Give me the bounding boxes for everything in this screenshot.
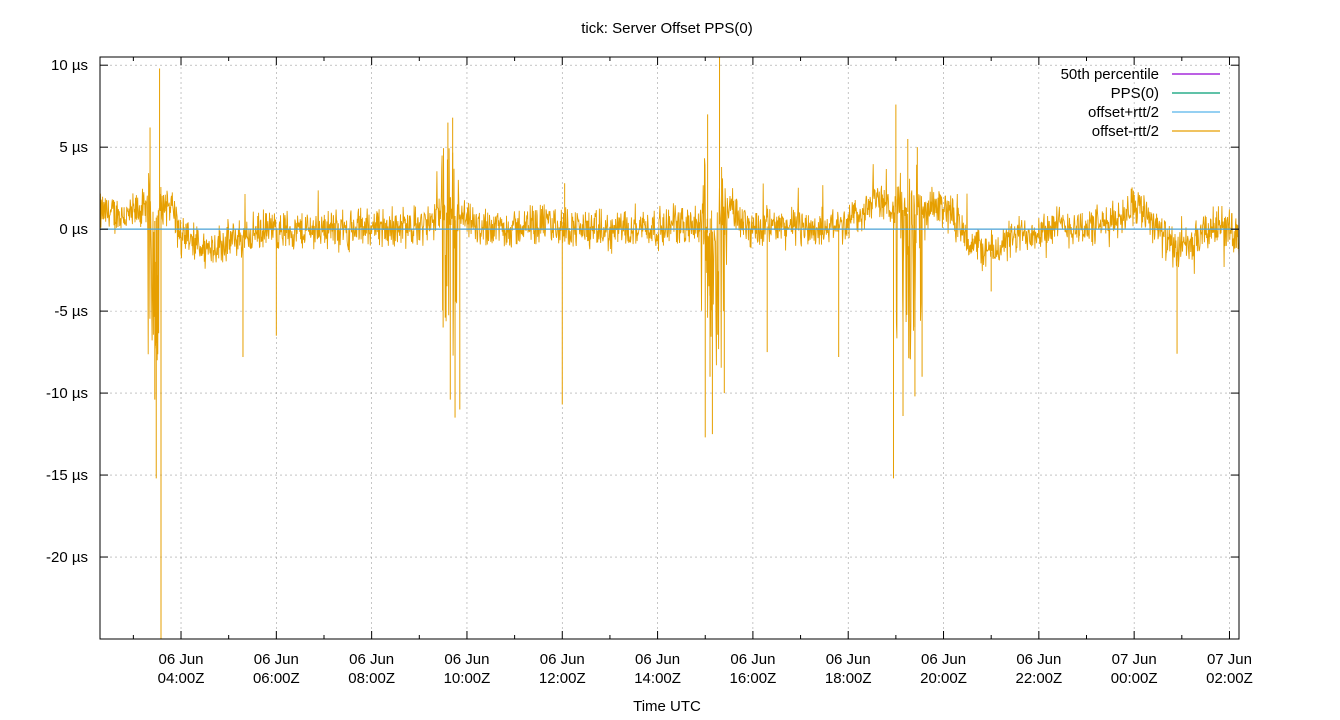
y-tick-label: -20 µs [46,549,88,566]
x-tick-time: 04:00Z [158,670,205,687]
plot-frame [99,56,1240,640]
x-axis-label: Time UTC [633,698,701,715]
y-axis: 10 µs 5 µs 0 µs -5 µs -10 µs -15 µs -20 µs [46,57,1239,566]
legend-label: offset-rtt/2 [1092,123,1159,140]
x-tick-date: 06 Jun [254,651,299,668]
x-tick-date: 06 Jun [158,651,203,668]
x-tick-date: 07 Jun [1207,651,1252,668]
x-tick-date: 06 Jun [1016,651,1061,668]
x-tick-time: 14:00Z [634,670,681,687]
x-tick-time: 00:00Z [1111,670,1158,687]
y-tick-label: -15 µs [46,467,88,484]
x-tick-time: 16:00Z [730,670,777,687]
y-tick-label: 10 µs [51,57,88,74]
x-tick-date: 06 Jun [826,651,871,668]
x-tick-time: 10:00Z [444,670,491,687]
legend-label: 50th percentile [1061,66,1159,83]
y-tick-label: -5 µs [54,303,88,320]
x-tick-date: 06 Jun [921,651,966,668]
y-tick-label: 5 µs [59,139,88,156]
legend-label: PPS(0) [1111,85,1159,102]
x-tick-time: 20:00Z [920,670,967,687]
series-offset-minus-rtt-line [99,148,1240,368]
legend-label: offset+rtt/2 [1088,104,1159,121]
y-tick-label: -10 µs [46,385,88,402]
x-tick-date: 07 Jun [1112,651,1157,668]
grid [100,57,1239,639]
plot-lines [99,57,1240,639]
x-tick-date: 06 Jun [444,651,489,668]
x-axis: 06 Jun 04:00Z 06 Jun 06:00Z 06 Jun 08:00Z 06 J… [132,57,1253,687]
x-tick-date: 06 Jun [349,651,394,668]
chart-title: tick: Server Offset PPS(0) [581,20,752,37]
x-tick-date: 06 Jun [635,651,680,668]
x-tick-time: 06:00Z [253,670,300,687]
x-tick-time: 12:00Z [539,670,586,687]
x-tick-date: 06 Jun [540,651,585,668]
x-tick-time: 08:00Z [348,670,395,687]
legend: 50th percentile PPS(0) offset+rtt/2 offset-… [1061,66,1220,140]
x-tick-time: 18:00Z [825,670,872,687]
y-tick-label: 0 µs [59,221,88,238]
x-tick-time: 22:00Z [1015,670,1062,687]
x-tick-date: 06 Jun [730,651,775,668]
x-tick-time: 02:00Z [1206,670,1253,687]
